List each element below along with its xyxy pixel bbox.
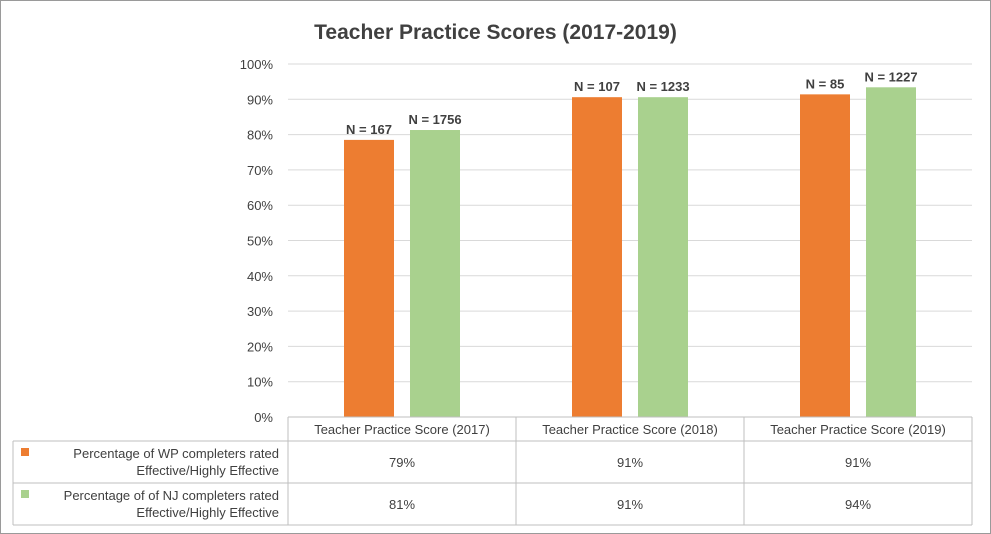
- y-tick-label: 20%: [247, 339, 273, 354]
- legend-label: Effective/Highly Effective: [136, 505, 279, 520]
- category-label: Teacher Practice Score (2017): [314, 422, 490, 437]
- legend-swatch: [21, 448, 29, 456]
- y-tick-label: 60%: [247, 198, 273, 213]
- y-tick-label: 50%: [247, 234, 273, 249]
- n-label: N = 1756: [408, 112, 461, 127]
- table-value: 91%: [617, 497, 643, 512]
- n-label: N = 167: [346, 122, 392, 137]
- legend-swatch: [21, 490, 29, 498]
- legend-label: Percentage of WP completers rated: [73, 446, 279, 461]
- bar-nj: [410, 130, 460, 418]
- table-value: 94%: [845, 497, 871, 512]
- bar-wp: [572, 97, 622, 417]
- legend-label: Effective/Highly Effective: [136, 463, 279, 478]
- n-label: N = 1227: [864, 69, 917, 84]
- table-value: 91%: [845, 455, 871, 470]
- bar-nj: [866, 87, 916, 417]
- bar-wp: [800, 94, 850, 417]
- y-tick-label: 0%: [254, 410, 273, 425]
- chart-title: Teacher Practice Scores (2017-2019): [314, 21, 677, 44]
- table-value: 81%: [389, 497, 415, 512]
- y-tick-label: 90%: [247, 92, 273, 107]
- table-value: 91%: [617, 455, 643, 470]
- y-tick-label: 70%: [247, 163, 273, 178]
- category-label: Teacher Practice Score (2019): [770, 422, 946, 437]
- bar-nj: [638, 97, 688, 417]
- y-tick-label: 30%: [247, 304, 273, 319]
- n-label: N = 107: [574, 79, 620, 94]
- y-tick-label: 80%: [247, 128, 273, 143]
- n-label: N = 85: [806, 76, 845, 91]
- y-tick-label: 40%: [247, 269, 273, 284]
- y-tick-label: 10%: [247, 375, 273, 390]
- bar-wp: [344, 139, 394, 417]
- n-label: N = 1233: [636, 79, 689, 94]
- table-value: 79%: [389, 455, 415, 470]
- y-tick-label: 100%: [240, 57, 274, 72]
- legend-label: Percentage of of NJ completers rated: [64, 488, 279, 503]
- category-label: Teacher Practice Score (2018): [542, 422, 718, 437]
